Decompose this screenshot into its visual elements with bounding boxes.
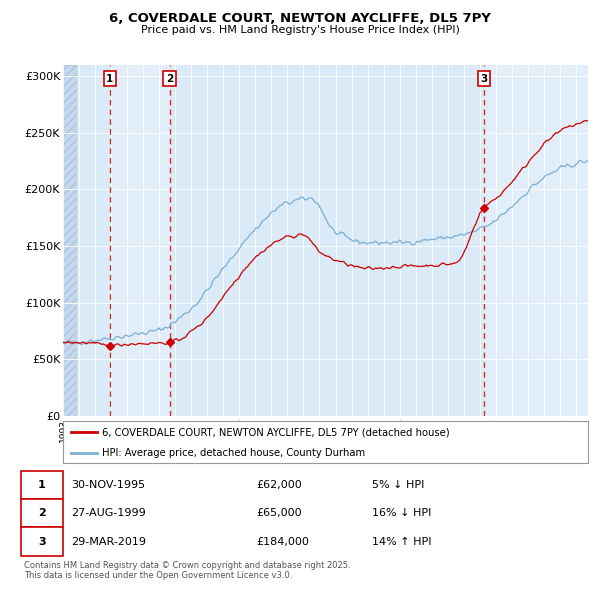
Bar [110, 65, 170, 416]
Text: 14% ↑ HPI: 14% ↑ HPI [372, 537, 431, 546]
Text: Price paid vs. HM Land Registry's House Price Index (HPI): Price paid vs. HM Land Registry's House … [140, 25, 460, 35]
Text: 6, COVERDALE COURT, NEWTON AYCLIFFE, DL5 7PY: 6, COVERDALE COURT, NEWTON AYCLIFFE, DL5… [109, 12, 491, 25]
Bar [63, 65, 76, 416]
Text: 5% ↓ HPI: 5% ↓ HPI [372, 480, 424, 490]
Text: Contains HM Land Registry data © Crown copyright and database right 2025.: Contains HM Land Registry data © Crown c… [24, 560, 350, 569]
Text: 16% ↓ HPI: 16% ↓ HPI [372, 509, 431, 518]
Bar [484, 65, 588, 416]
Text: £65,000: £65,000 [256, 509, 301, 518]
Text: £184,000: £184,000 [256, 537, 309, 546]
Text: 29-MAR-2019: 29-MAR-2019 [71, 537, 146, 546]
Text: 2: 2 [166, 74, 173, 84]
Text: 30-NOV-1995: 30-NOV-1995 [71, 480, 145, 490]
FancyBboxPatch shape [21, 471, 62, 499]
Text: 6, COVERDALE COURT, NEWTON AYCLIFFE, DL5 7PY (detached house): 6, COVERDALE COURT, NEWTON AYCLIFFE, DL5… [103, 427, 450, 437]
Text: 2: 2 [38, 509, 46, 518]
FancyBboxPatch shape [21, 499, 62, 527]
Text: 27-AUG-1999: 27-AUG-1999 [71, 509, 146, 518]
Text: 1: 1 [38, 480, 46, 490]
Text: £62,000: £62,000 [256, 480, 302, 490]
Text: 3: 3 [38, 537, 46, 546]
Text: HPI: Average price, detached house, County Durham: HPI: Average price, detached house, Coun… [103, 448, 365, 457]
Text: 1: 1 [106, 74, 113, 84]
Text: 3: 3 [480, 74, 487, 84]
Text: This data is licensed under the Open Government Licence v3.0.: This data is licensed under the Open Gov… [24, 571, 292, 579]
FancyBboxPatch shape [21, 527, 62, 556]
Bar [63, 65, 76, 416]
